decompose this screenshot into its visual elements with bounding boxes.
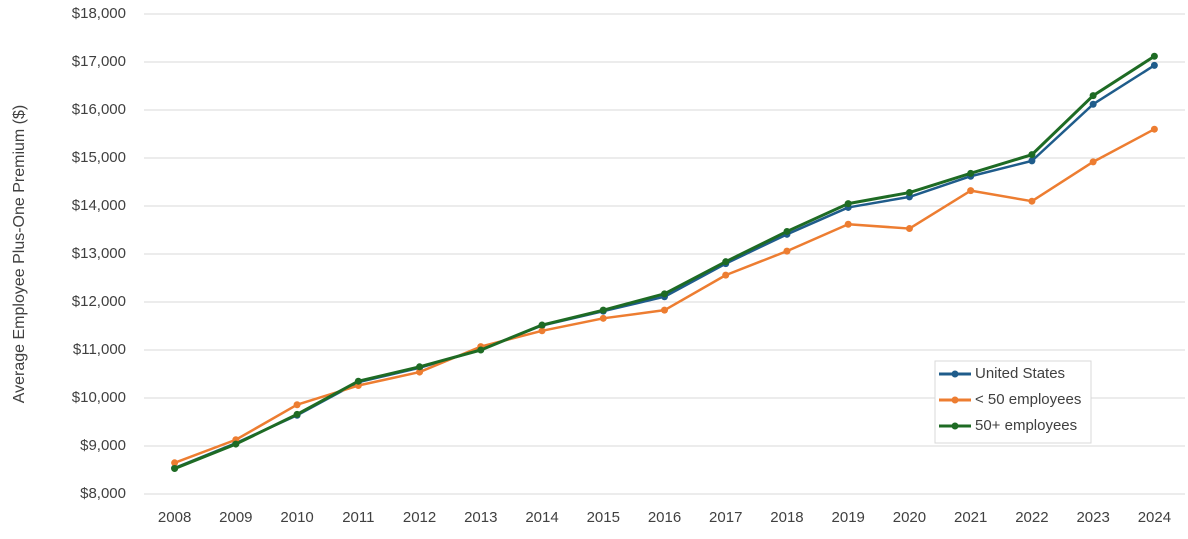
series-point	[661, 290, 668, 298]
x-tick-label: 2018	[770, 509, 803, 526]
series-point	[905, 189, 913, 197]
series-point	[1150, 125, 1158, 133]
series-point	[232, 440, 240, 448]
legend-label: 50+ employees	[975, 417, 1077, 434]
x-tick-label: 2020	[893, 509, 926, 526]
series-point	[477, 346, 485, 354]
x-tick-label: 2015	[587, 509, 620, 526]
series-point	[293, 410, 301, 418]
y-tick-label: $11,000	[73, 341, 126, 358]
legend-marker	[951, 396, 959, 404]
legend-marker	[951, 370, 959, 378]
series-point	[1028, 197, 1036, 205]
series-point	[1089, 100, 1097, 108]
legend-marker	[951, 422, 959, 430]
x-tick-label: 2022	[1015, 509, 1048, 526]
x-tick-label: 2011	[342, 509, 374, 526]
y-tick-label: $18,000	[72, 5, 126, 22]
series-point	[171, 465, 179, 473]
series-point	[661, 306, 668, 314]
series-point	[171, 459, 179, 467]
x-tick-label: 2010	[280, 509, 313, 526]
series-point	[354, 377, 362, 385]
y-tick-label: $14,000	[72, 197, 126, 214]
x-tick-label: 2009	[219, 509, 252, 526]
y-tick-label: $12,000	[72, 293, 126, 310]
series-point	[1089, 92, 1097, 100]
series-point	[844, 220, 852, 228]
x-tick-label: 2021	[954, 509, 987, 526]
y-tick-label: $16,000	[72, 101, 126, 118]
series-point	[844, 200, 852, 208]
series-point	[905, 225, 913, 233]
y-tick-label: $17,000	[72, 53, 126, 70]
x-tick-label: 2013	[464, 509, 497, 526]
series-point	[967, 169, 975, 177]
y-tick-label: $10,000	[72, 389, 126, 406]
series-point	[722, 258, 730, 266]
x-tick-label: 2016	[648, 509, 681, 526]
y-tick-label: $9,000	[80, 437, 126, 454]
series-point	[416, 368, 424, 376]
series-point	[1089, 158, 1097, 166]
series-point	[783, 227, 791, 235]
series-point	[1028, 157, 1036, 165]
y-tick-label: $13,000	[72, 245, 126, 262]
y-axis-label: Average Employee Plus-One Premium ($)	[11, 105, 28, 404]
series-point	[722, 271, 730, 279]
x-tick-label: 2023	[1076, 509, 1109, 526]
x-tick-label: 2017	[709, 509, 742, 526]
series-point	[967, 187, 975, 195]
series-point	[1028, 151, 1036, 159]
series-point	[416, 363, 424, 371]
series-point	[599, 314, 607, 322]
series-point	[538, 327, 546, 335]
y-tick-label: $8,000	[80, 485, 126, 502]
x-tick-label: 2014	[525, 509, 558, 526]
series-point	[293, 401, 301, 409]
series-point	[783, 247, 791, 255]
x-tick-label: 2024	[1138, 509, 1171, 526]
series-point	[1150, 61, 1158, 69]
y-tick-label: $15,000	[72, 149, 126, 166]
series-point	[1150, 52, 1158, 60]
x-tick-label: 2019	[832, 509, 865, 526]
series-point	[599, 306, 607, 314]
legend-label: < 50 employees	[975, 391, 1081, 408]
x-tick-label: 2008	[158, 509, 191, 526]
series-point	[538, 321, 546, 329]
x-tick-label: 2012	[403, 509, 436, 526]
legend-label: United States	[975, 365, 1065, 382]
